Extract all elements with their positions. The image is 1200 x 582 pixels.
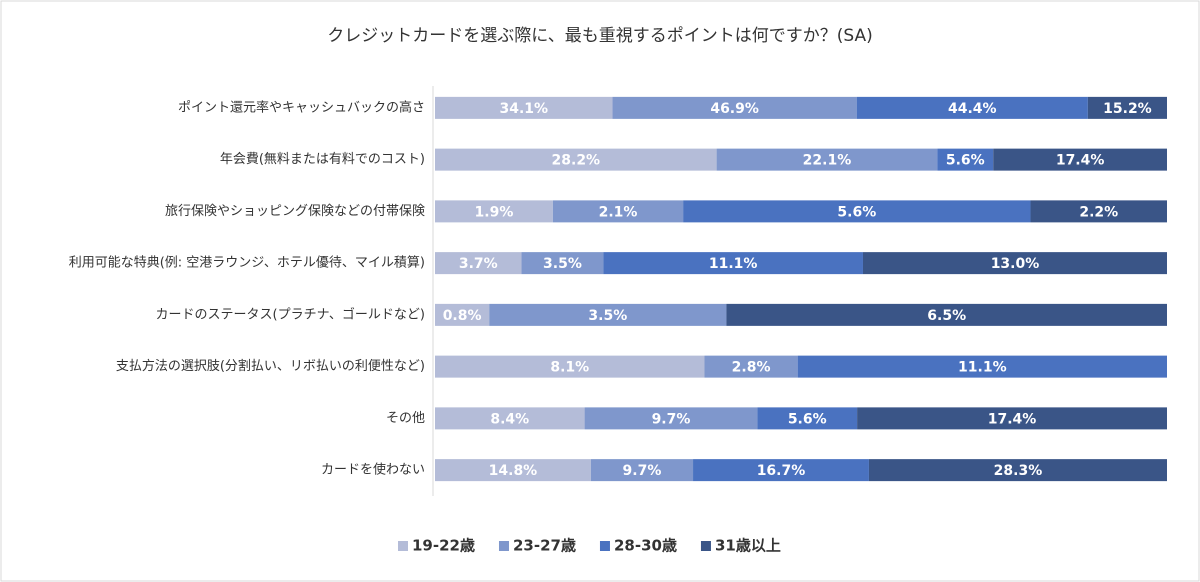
y-tick-label: ポイント還元率やキャッシュバックの高さ (178, 99, 425, 115)
value-label: 2.8% (732, 360, 771, 376)
y-tick-label: 支払方法の選択肢(分割払い、リボ払いの利便性など) (116, 358, 425, 374)
bar-segment (584, 407, 758, 430)
value-label: 8.1% (550, 360, 589, 376)
value-label: 8.4% (490, 411, 529, 427)
y-tick-label: 旅行保険やショッピング保険などの付帯保険 (165, 204, 425, 219)
value-label: 0.8% (443, 308, 482, 324)
chart-title: クレジットカードを選ぶ際に、最も重視するポイントは何ですか？(SA) (327, 26, 873, 46)
legend-label: 31歳以上 (715, 537, 781, 555)
bar-segment (435, 200, 553, 223)
value-label: 44.4% (948, 101, 997, 117)
bar-segment (693, 459, 869, 482)
value-label: 3.7% (459, 256, 498, 272)
bar-segment (435, 303, 490, 326)
bar-segment (435, 252, 522, 275)
value-label: 28.2% (552, 153, 601, 169)
bar-segment (683, 200, 1031, 223)
bar-segment (757, 407, 858, 430)
bar-segment (552, 200, 684, 223)
bar-segment (993, 148, 1167, 171)
value-label: 2.2% (1079, 204, 1118, 220)
bar-segment (868, 459, 1167, 482)
bar-segment (590, 459, 694, 482)
value-label: 46.9% (710, 101, 759, 117)
value-label: 15.2% (1103, 101, 1152, 117)
y-tick-label: カードを使わない (321, 462, 425, 478)
bar-segment (726, 303, 1167, 326)
value-label: 22.1% (803, 153, 852, 169)
bar-segment (435, 96, 613, 119)
bar-segment (704, 355, 798, 378)
value-label: 3.5% (543, 256, 582, 272)
value-label: 28.3% (994, 463, 1043, 479)
value-label: 9.7% (652, 411, 691, 427)
bar-segment (1030, 200, 1167, 223)
value-label: 17.4% (988, 411, 1037, 427)
bar-segment (856, 96, 1088, 119)
bar-segment (862, 252, 1167, 275)
legend-label: 23-27歳 (513, 537, 576, 555)
legend-swatch (700, 541, 711, 551)
bar-segment (521, 252, 604, 275)
bar-segment (857, 407, 1167, 430)
value-label: 11.1% (709, 256, 758, 272)
bar-segment (435, 459, 591, 482)
bar-segment (603, 252, 863, 275)
bar-segment (1087, 96, 1167, 119)
value-label: 13.0% (991, 256, 1040, 272)
value-label: 6.5% (927, 308, 966, 324)
bar-segment (612, 96, 857, 119)
y-tick-label: その他 (386, 411, 425, 426)
bar-segment (435, 148, 717, 171)
value-label: 17.4% (1056, 153, 1105, 169)
bar-segment (937, 148, 994, 171)
value-label: 2.1% (599, 204, 638, 220)
bar-segment (435, 355, 705, 378)
bar-segment (435, 407, 585, 430)
value-label: 34.1% (499, 101, 548, 117)
value-label: 5.6% (946, 153, 985, 169)
value-label: 16.7% (757, 463, 806, 479)
y-tick-label: 利用可能な特典(例: 空港ラウンジ、ホテル優待、マイル積算) (69, 256, 425, 271)
value-label: 9.7% (623, 463, 662, 479)
value-label: 3.5% (588, 308, 627, 324)
value-label: 14.8% (489, 463, 538, 479)
value-label: 1.9% (475, 204, 514, 220)
bar-segment (489, 303, 727, 326)
value-label: 11.1% (958, 360, 1007, 376)
legend-label: 19-22歳 (412, 537, 475, 555)
bar-segment (716, 148, 938, 171)
y-tick-label: 年会費(無料または有料でのコスト) (220, 152, 425, 167)
value-label: 5.6% (788, 411, 827, 427)
legend-swatch (498, 541, 509, 551)
legend-swatch (398, 541, 408, 551)
bar-segment (797, 355, 1167, 378)
legend-swatch (599, 541, 610, 551)
y-tick-label: カードのステータス(プラチナ、ゴールドなど) (156, 306, 426, 322)
value-label: 5.6% (837, 204, 876, 220)
legend-label: 28-30歳 (614, 537, 677, 555)
